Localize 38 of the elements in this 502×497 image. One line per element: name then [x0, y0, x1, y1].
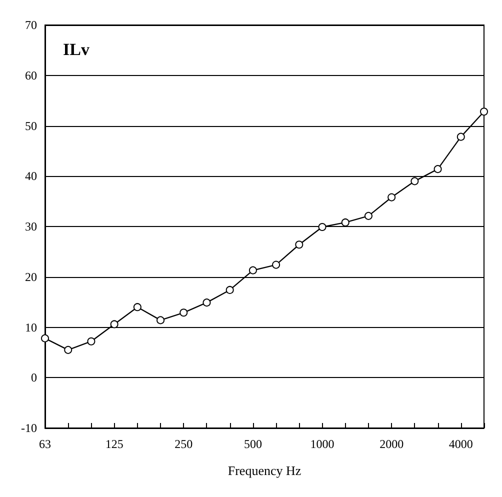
y-tick-label: 20 [25, 270, 37, 284]
point [295, 240, 304, 249]
x-tick-label: 2000 [380, 437, 404, 451]
x-tick-label: 250 [174, 437, 193, 451]
point [87, 337, 96, 346]
y-tick-label: 40 [25, 169, 37, 184]
point [110, 320, 118, 328]
point [364, 212, 372, 220]
x-tick-label: 125 [105, 437, 124, 451]
point [318, 223, 326, 231]
point [133, 303, 142, 312]
y-tick-label: 0 [31, 370, 37, 385]
point [341, 218, 350, 226]
point [272, 260, 280, 269]
y-tick-label: 50 [25, 118, 37, 133]
x-tick-label: 500 [244, 437, 262, 451]
point [388, 193, 396, 202]
point [180, 308, 188, 317]
point [480, 108, 488, 116]
x-axis-title: Frequency Hz [228, 463, 302, 478]
y-tick-label: 60 [25, 68, 37, 82]
x-tick-label: 4000 [448, 437, 473, 451]
y-tick-label: 70 [25, 18, 37, 32]
point [64, 346, 72, 354]
y-tick-label: -10 [21, 421, 37, 435]
x-tick-label: 1000 [310, 437, 334, 451]
x-tick-label: 63 [39, 437, 51, 451]
text: ILv [63, 40, 90, 59]
y-tick-label: 10 [25, 320, 37, 334]
point [248, 266, 257, 274]
point [202, 298, 211, 307]
point [456, 132, 465, 141]
point [434, 165, 442, 174]
point [156, 316, 165, 324]
point [41, 334, 49, 342]
y-tick-label: 30 [25, 220, 37, 234]
point [226, 286, 234, 294]
point [410, 177, 419, 186]
